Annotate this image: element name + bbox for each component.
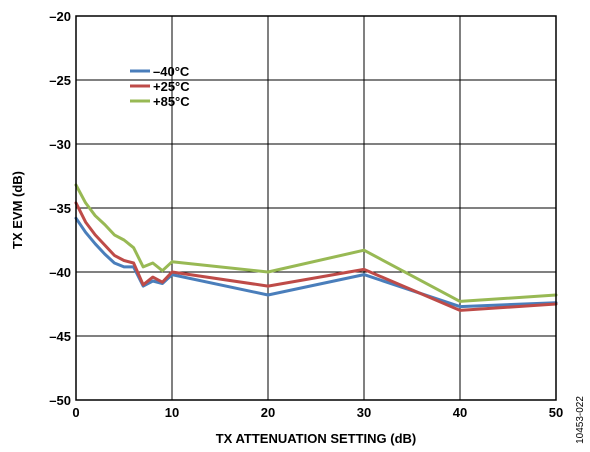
y-tick-label: –35 [49,201,71,216]
y-axis-label: TX EVM (dB) [10,171,25,249]
y-tick-label: –50 [49,393,71,408]
series-line-1 [74,201,558,312]
x-tick-label: 20 [261,405,275,420]
x-tick-label: 50 [549,405,563,420]
series-layer [74,183,558,312]
x-axis-label: TX ATTENUATION SETTING (dB) [216,431,417,446]
x-tick-label: 0 [72,405,79,420]
y-tick-label: –30 [49,137,71,152]
legend-label-1: +25°C [153,79,190,94]
figure-id: 10453-022 [575,396,586,444]
y-tick-label: –40 [49,265,71,280]
x-tick-label: 10 [165,405,179,420]
y-tick-label: –20 [49,9,71,24]
legend: –40°C+25°C+85°C [130,64,190,109]
plot-frame [75,15,557,401]
grid [76,16,556,400]
tick-labels: 0 10 20 30 40 50 –50 –45 –40 –35 –30 –25 –20 [49,9,563,420]
y-tick-label: –45 [49,329,71,344]
x-tick-label: 30 [357,405,371,420]
x-tick-label: 40 [453,405,467,420]
y-tick-label: –25 [49,73,71,88]
legend-label-0: –40°C [153,64,190,79]
series-line-2 [74,183,558,303]
legend-label-2: +85°C [153,94,190,109]
